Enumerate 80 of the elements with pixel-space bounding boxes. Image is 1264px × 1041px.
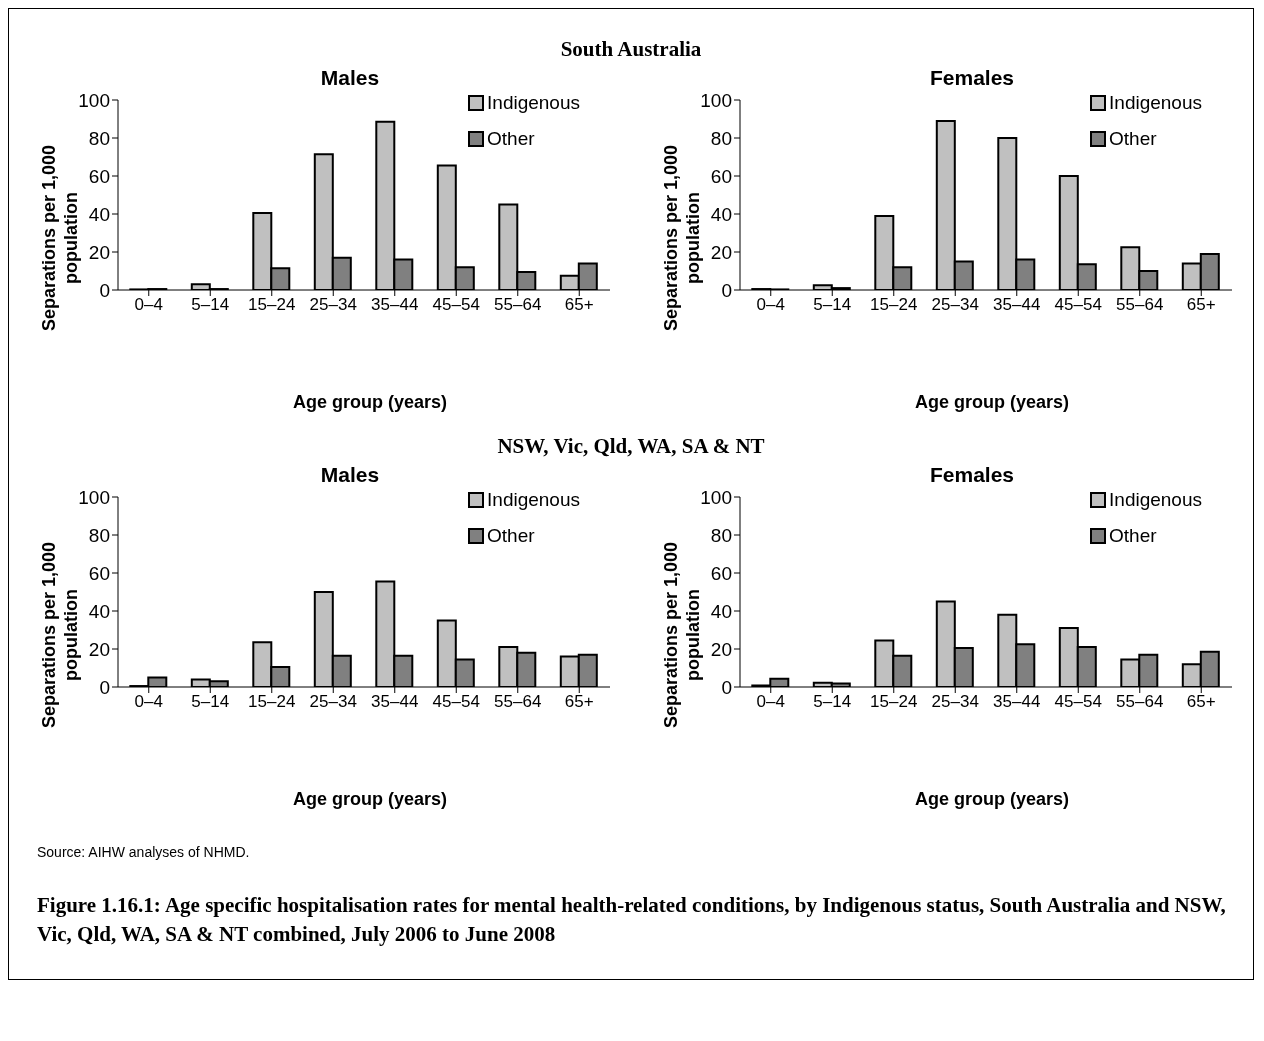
y-tick-label: 60	[710, 562, 732, 584]
legend-label: Indigenous	[1109, 92, 1202, 114]
x-tick-label: 25–34	[309, 692, 357, 712]
x-tick-label: 25–34	[931, 295, 979, 315]
y-axis-title: Separations per 1,000 population	[660, 540, 704, 731]
legend-label: Other	[1109, 128, 1157, 150]
x-tick-label: 0–4	[134, 692, 163, 712]
y-tick-label: 60	[88, 562, 110, 584]
y-tick-label: 40	[88, 600, 110, 622]
y-tick-label: 40	[710, 203, 732, 225]
x-tick-label: 15–24	[870, 295, 918, 315]
y-tick-label: 0	[99, 279, 110, 301]
x-tick-label: 65+	[1186, 692, 1216, 712]
y-tick-label: 80	[88, 524, 110, 546]
y-tick-label: 80	[710, 524, 732, 546]
chart-title: Males	[320, 66, 380, 89]
chart-title: Females	[929, 463, 1015, 486]
x-tick-label: 35–44	[993, 692, 1041, 712]
x-axis-title: Age group (years)	[914, 789, 1070, 810]
x-tick-label: 55–64	[494, 692, 542, 712]
y-tick-label: 80	[710, 127, 732, 149]
x-axis-title: Age group (years)	[914, 392, 1070, 413]
legend-label: Indigenous	[487, 92, 580, 114]
y-tick-label: 20	[710, 241, 732, 263]
chart-subtitle: South Australia	[559, 37, 703, 62]
y-tick-label: 20	[88, 241, 110, 263]
y-axis-title: Separations per 1,000 population	[38, 540, 82, 731]
y-axis-title: Separations per 1,000 population	[38, 143, 82, 334]
x-tick-label: 15–24	[870, 692, 918, 712]
x-tick-label: 25–34	[931, 692, 979, 712]
source-note: Source: AIHW analyses of NHMD.	[37, 843, 251, 862]
caption: Figure 1.16.1: Age specific hospitalisation rates for mental health-related conditions, by Indigenous status, South Australia and NSW, Vic, Qld, WA, SA & NT combined, July 2006 to June 2008	[37, 891, 1227, 948]
y-tick-label: 100	[78, 89, 110, 111]
x-tick-label: 65+	[1186, 295, 1216, 315]
legend-label: Indigenous	[1109, 489, 1202, 511]
x-tick-label: 0–4	[134, 295, 163, 315]
legend-label: Other	[1109, 525, 1157, 547]
y-tick-label: 40	[88, 203, 110, 225]
legend-label: Indigenous	[487, 489, 580, 511]
legend-label: Other	[487, 525, 535, 547]
x-tick-label: 35–44	[993, 295, 1041, 315]
x-tick-label: 25–34	[309, 295, 357, 315]
x-tick-label: 45–54	[432, 295, 480, 315]
chart-title: Females	[929, 66, 1015, 89]
x-tick-label: 15–24	[248, 692, 296, 712]
chart-title: Males	[320, 463, 380, 486]
chart-subtitle: NSW, Vic, Qld, WA, SA & NT	[496, 434, 766, 459]
x-tick-label: 5–14	[191, 295, 230, 315]
x-tick-label: 45–54	[1054, 692, 1102, 712]
x-tick-label: 5–14	[813, 295, 852, 315]
y-tick-label: 20	[710, 638, 732, 660]
x-tick-label: 55–64	[494, 295, 542, 315]
x-tick-label: 55–64	[1116, 295, 1164, 315]
y-tick-label: 0	[721, 279, 732, 301]
x-tick-label: 65+	[564, 295, 594, 315]
legend-label: Other	[487, 128, 535, 150]
x-tick-label: 15–24	[248, 295, 296, 315]
x-axis-title: Age group (years)	[292, 789, 448, 810]
x-tick-label: 65+	[564, 692, 594, 712]
y-axis-title: Separations per 1,000 population	[660, 143, 704, 334]
x-tick-label: 0–4	[756, 295, 785, 315]
y-tick-label: 20	[88, 638, 110, 660]
y-tick-label: 0	[721, 676, 732, 698]
y-tick-label: 100	[700, 486, 732, 508]
x-tick-label: 5–14	[191, 692, 230, 712]
x-tick-label: 45–54	[1054, 295, 1102, 315]
x-tick-label: 35–44	[371, 295, 419, 315]
x-tick-label: 55–64	[1116, 692, 1164, 712]
y-tick-label: 80	[88, 127, 110, 149]
y-tick-label: 0	[99, 676, 110, 698]
x-tick-label: 5–14	[813, 692, 852, 712]
x-tick-label: 35–44	[371, 692, 419, 712]
x-tick-label: 45–54	[432, 692, 480, 712]
y-tick-label: 60	[88, 165, 110, 187]
y-tick-label: 100	[700, 89, 732, 111]
y-tick-label: 40	[710, 600, 732, 622]
x-tick-label: 0–4	[756, 692, 785, 712]
y-tick-label: 100	[78, 486, 110, 508]
y-tick-label: 60	[710, 165, 732, 187]
x-axis-title: Age group (years)	[292, 392, 448, 413]
